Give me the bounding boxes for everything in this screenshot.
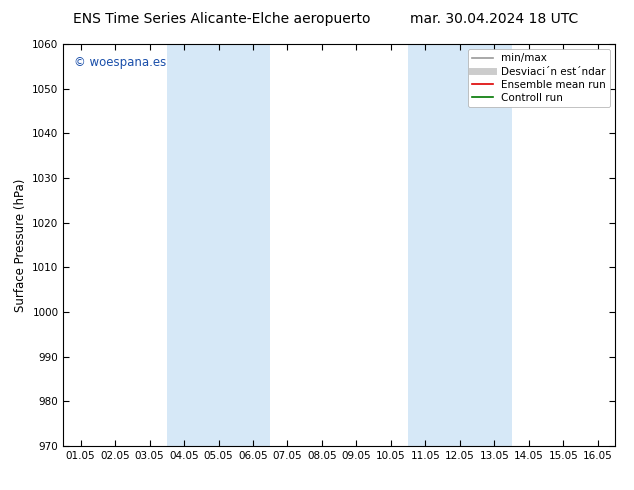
Legend: min/max, Desviaci´n est´ndar, Ensemble mean run, Controll run: min/max, Desviaci´n est´ndar, Ensemble m… [467,49,610,107]
Text: ENS Time Series Alicante-Elche aeropuerto: ENS Time Series Alicante-Elche aeropuert… [73,12,371,26]
Text: © woespana.es: © woespana.es [74,56,167,69]
Bar [167,44,270,446]
Text: mar. 30.04.2024 18 UTC: mar. 30.04.2024 18 UTC [410,12,579,26]
Y-axis label: Surface Pressure (hPa): Surface Pressure (hPa) [14,178,27,312]
Bar [408,44,512,446]
